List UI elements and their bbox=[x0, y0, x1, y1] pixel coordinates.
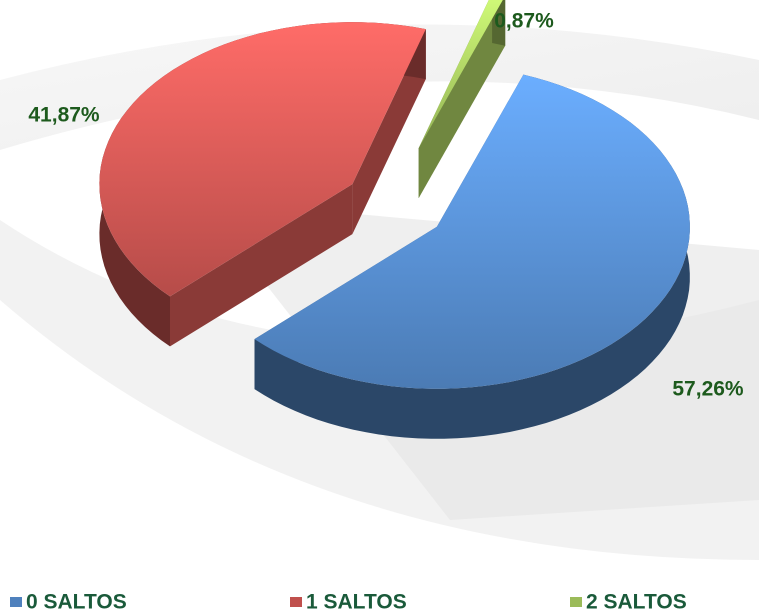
slice-wall bbox=[170, 184, 353, 347]
background-swoosh bbox=[0, 24, 759, 151]
legend-swatch bbox=[10, 597, 22, 607]
legend-swatch bbox=[570, 597, 582, 607]
slice bbox=[99, 22, 426, 297]
legend-label: 0 SALTOS bbox=[26, 591, 127, 614]
data-label: 57,26% bbox=[672, 378, 744, 401]
legend: 0 SALTOS 1 SALTOS 2 SALTOS bbox=[10, 591, 687, 614]
legend-label: 2 SALTOS bbox=[586, 591, 687, 614]
data-label: 41,87% bbox=[28, 104, 100, 127]
data-label: 0,87% bbox=[494, 10, 554, 33]
labels: 57,26% 41,87% 0,87% bbox=[28, 10, 744, 401]
slice bbox=[418, 0, 503, 149]
slice bbox=[254, 74, 690, 389]
legend-swatch bbox=[290, 597, 302, 607]
slice-wall bbox=[352, 29, 426, 235]
pie bbox=[99, 0, 690, 439]
legend-label: 1 SALTOS bbox=[306, 591, 407, 614]
slice-wall bbox=[418, 0, 506, 199]
slice-side bbox=[254, 74, 690, 439]
